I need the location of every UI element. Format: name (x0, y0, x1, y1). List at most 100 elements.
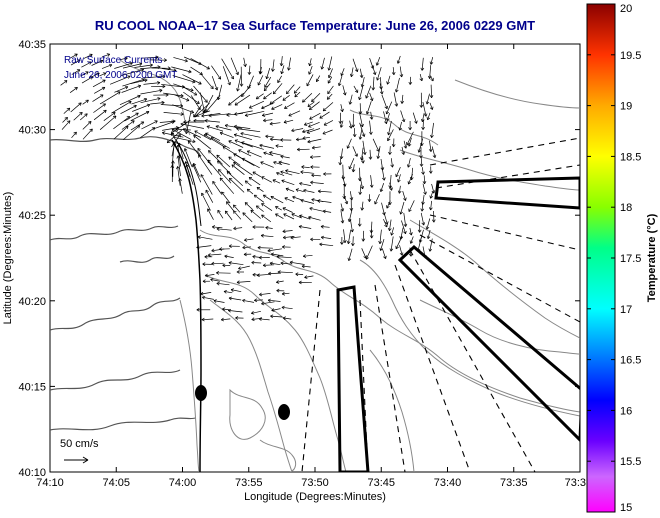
current-vector-head (270, 252, 275, 255)
current-vector-head (177, 166, 180, 169)
current-vector-head (173, 68, 177, 71)
current-vector (421, 167, 424, 175)
current-vector-head (175, 126, 179, 128)
current-vector-head (301, 166, 305, 169)
current-vector-head (252, 274, 256, 277)
current-vector (307, 101, 315, 107)
current-vector-head (194, 116, 198, 118)
current-vector (422, 119, 424, 130)
current-vector-head (224, 123, 229, 126)
current-vector (430, 191, 434, 199)
current-vector (256, 205, 264, 212)
current-vector-head (280, 261, 284, 264)
current-vector-head (113, 112, 116, 116)
x-tick-label: 74:05 (102, 477, 130, 489)
current-vector (401, 94, 404, 104)
current-vector-head (285, 187, 289, 189)
current-vector-head (295, 189, 299, 192)
current-vector (93, 109, 107, 121)
current-vector-head (144, 98, 148, 102)
current-vector-head (153, 127, 156, 131)
current-vector-head (361, 160, 364, 164)
current-vector-head (230, 289, 234, 292)
current-vector (91, 60, 103, 66)
current-vector (251, 310, 261, 314)
current-vector-head (316, 79, 320, 83)
current-vector-head (371, 87, 374, 91)
current-vector (184, 148, 193, 167)
current-vector (172, 75, 196, 83)
current-vector-head (310, 182, 314, 185)
current-vector-head (308, 216, 311, 220)
current-vector-head (147, 111, 150, 115)
current-vector-head (188, 71, 192, 74)
current-vector (429, 140, 432, 152)
current-vectors (60, 53, 437, 322)
current-vector-head (197, 235, 202, 238)
current-vector (121, 120, 135, 130)
current-vector-head (317, 190, 321, 194)
current-vector-head (243, 64, 246, 67)
current-vector-head (319, 243, 323, 247)
current-vector (113, 116, 130, 130)
current-vector-head (89, 128, 93, 131)
current-vector-head (245, 202, 249, 204)
current-vector (261, 102, 275, 109)
current-vector-head (300, 199, 304, 203)
current-vector-head (283, 237, 287, 240)
current-vector (111, 101, 132, 114)
current-vector-head (227, 310, 231, 313)
current-vector-head (196, 245, 200, 248)
current-vector (226, 201, 235, 212)
current-vector-head (236, 282, 240, 285)
current-vector (296, 138, 304, 140)
current-vector (208, 113, 231, 117)
current-vector (280, 262, 292, 265)
current-vector-head (408, 127, 411, 131)
current-vector-head (227, 82, 231, 86)
current-vector-head (264, 85, 268, 88)
current-vector-head (220, 317, 224, 321)
current-vector-head (363, 256, 367, 259)
current-vector (182, 128, 201, 138)
current-vector (212, 226, 223, 229)
y-tick-label: 40:35 (18, 39, 46, 51)
colorbar-tick-label: 20 (620, 3, 632, 15)
current-vector-head (281, 305, 285, 308)
current-vector-head (301, 264, 305, 267)
current-vector-head (217, 209, 221, 212)
current-vector-head (268, 273, 272, 276)
current-vector (132, 104, 151, 112)
current-vector (221, 58, 234, 80)
current-vector-head (228, 102, 230, 106)
current-vector-head (186, 164, 190, 167)
current-vector-head (322, 107, 325, 112)
current-vector-head (310, 165, 314, 168)
current-vector (318, 190, 332, 193)
current-vector-head (233, 153, 236, 157)
current-vector (389, 182, 393, 191)
current-vector-head (406, 143, 410, 146)
current-vector-head (75, 87, 78, 91)
current-vector-head (89, 121, 92, 125)
current-vector-head (281, 71, 284, 75)
current-vector-head (375, 62, 378, 66)
current-vector (173, 57, 188, 62)
current-vector-head (180, 122, 184, 125)
current-vector-head (281, 293, 286, 296)
current-vector-head (278, 160, 282, 163)
current-vector-head (262, 263, 266, 266)
current-vector-head (306, 130, 310, 134)
current-vector-head (253, 194, 256, 198)
current-vector (236, 281, 251, 283)
current-vector (285, 188, 295, 192)
current-vector-head (281, 307, 285, 310)
current-vector (238, 149, 252, 157)
current-vector-head (127, 75, 131, 77)
current-vector-head (428, 248, 431, 252)
current-vector (261, 301, 275, 305)
current-vector (219, 132, 234, 138)
current-vector-head (66, 117, 68, 121)
current-vector-head (389, 188, 392, 191)
current-vector (244, 180, 252, 187)
